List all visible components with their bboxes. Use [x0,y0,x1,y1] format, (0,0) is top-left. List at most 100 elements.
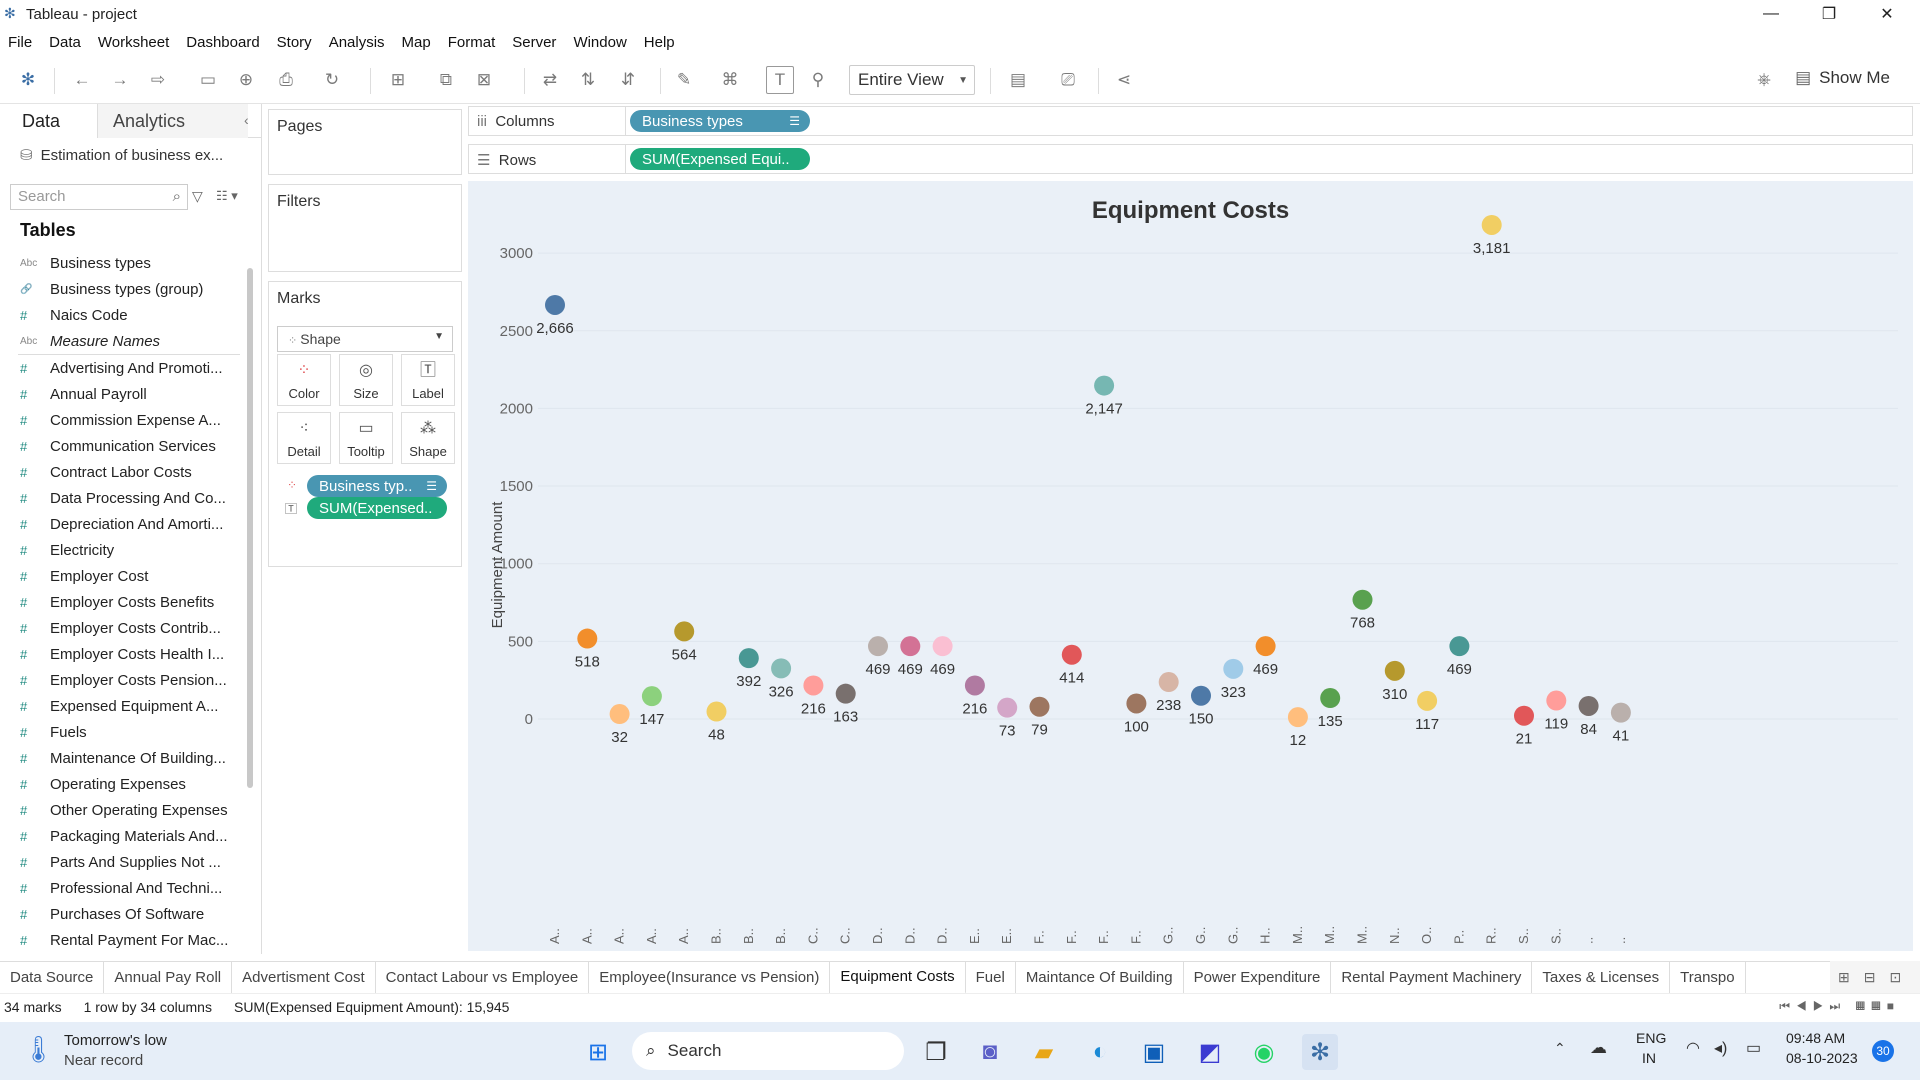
whatsapp-icon[interactable]: ◉ [1253,1038,1275,1066]
data-point[interactable] [932,636,953,657]
store-icon[interactable]: ▣ [1142,1038,1166,1066]
data-point[interactable] [1094,375,1115,396]
file-explorer-icon[interactable]: ▰ [1034,1038,1054,1066]
data-point[interactable] [1384,660,1405,681]
field-item[interactable]: # Employer Cost [20,567,149,585]
field-item[interactable]: # Parts And Supplies Not ... [20,853,221,871]
field-item[interactable]: # Rental Payment For Mac... [20,931,229,949]
data-point[interactable] [674,621,695,642]
columns-pill[interactable]: Business types ☰ [630,110,810,132]
sheet-tab[interactable]: Taxes & Licenses [1532,961,1671,994]
data-point[interactable] [1417,690,1438,711]
menu-analysis[interactable]: Analysis [328,33,385,51]
filter-icon[interactable]: ▽ [192,188,203,204]
field-item[interactable]: # Communication Services [20,437,216,455]
sheet-tab[interactable]: Employee(Insurance vs Pension) [589,961,831,994]
sheet-tab[interactable]: Maintance Of Building [1016,961,1184,994]
menu-help[interactable]: Help [643,33,675,51]
label-button[interactable]: 🅃 Label [401,354,455,406]
group-icon[interactable]: ⌘ [721,70,739,89]
new-story-icon[interactable]: ⊡ [1889,968,1902,985]
field-item[interactable]: 🔗 Business types (group) [20,280,204,298]
data-point[interactable] [868,636,888,657]
data-point[interactable] [1449,636,1470,657]
tooltip-button[interactable]: ▭ Tooltip [339,412,393,464]
sheet-tab[interactable]: Equipment Costs [830,961,966,994]
color-button[interactable]: ⁘ Color [277,354,331,406]
weather-icon[interactable]: 🌡 [22,1034,56,1064]
tableau-logo-icon[interactable]: ✻ [20,70,36,89]
data-point[interactable] [1029,696,1050,717]
save-icon[interactable]: ▭ [199,70,217,89]
teams-icon[interactable]: ◙ [982,1038,998,1065]
menu-window[interactable]: Window [573,33,627,51]
data-point[interactable] [1514,705,1534,726]
data-point[interactable] [1481,214,1502,235]
undo-icon[interactable]: ← [73,70,91,89]
detail-button[interactable]: ⁖ Detail [277,412,331,464]
rows-pill[interactable]: SUM(Expensed Equi.. [630,148,810,170]
data-point[interactable] [1191,685,1211,706]
chevron-up-icon[interactable]: ⌃ [1554,1040,1566,1056]
sheet-tab[interactable]: Advertisment Cost [232,961,376,994]
battery-icon[interactable]: ▭ [1746,1040,1762,1057]
new-datasource-icon[interactable]: ⊕ [238,70,254,89]
size-button[interactable]: ◎ Size [339,354,393,406]
sheet-tab[interactable]: Contact Labour vs Employee [376,961,590,994]
data-point[interactable] [1255,636,1276,657]
show-me-button[interactable]: ▤ Show Me [1795,68,1890,88]
sheet-tab[interactable]: Fuel [966,961,1016,994]
data-point[interactable] [900,636,921,657]
data-point[interactable] [577,628,598,649]
data-point[interactable] [835,683,856,704]
language-line1[interactable]: ENG [1636,1030,1667,1046]
mark-type-select[interactable]: ⁘ Shape ▼ [277,326,453,352]
clear-sheet-icon[interactable]: ⊠ [476,70,492,89]
field-item[interactable]: # Operating Expenses [20,775,186,793]
highlighter-icon[interactable]: ⎈ [1757,70,1771,89]
datasource-item[interactable]: ⛁ Estimation of business ex... [20,146,223,165]
data-point[interactable] [1223,658,1244,679]
search-input[interactable]: Search ⌕ [10,184,188,210]
data-point[interactable] [771,658,792,679]
notification-badge[interactable]: 30 [1872,1040,1894,1062]
replay-icon[interactable]: ⇨ [150,70,166,89]
data-point[interactable] [1158,672,1179,693]
field-list-scrollbar[interactable] [247,268,253,788]
shape-button[interactable]: ⁂ Shape [401,412,455,464]
field-item[interactable]: # Packaging Materials And... [20,827,228,845]
field-item[interactable]: # Annual Payroll [20,385,147,403]
data-point[interactable] [1061,644,1082,665]
duplicate-icon[interactable]: ⧉ [439,70,453,89]
refresh-icon[interactable]: ↻ [324,70,340,89]
menu-worksheet[interactable]: Worksheet [97,33,170,51]
label-pill[interactable]: SUM(Expensed.. [307,497,447,519]
field-item[interactable]: # Purchases Of Software [20,905,205,923]
close-button[interactable]: ✕ [1880,6,1894,23]
sheet-navigation-icons[interactable]: ⏮◀▶⏭ ▦▦■ [1779,999,1900,1013]
menu-data[interactable]: Data [49,33,81,51]
field-item[interactable]: # Employer Costs Health I... [20,645,225,663]
data-point[interactable] [1320,688,1341,709]
minimize-button[interactable]: — [1763,5,1779,22]
data-point[interactable] [738,648,759,669]
pages-card[interactable]: Pages [268,109,462,175]
scatter-chart[interactable]: 0 500 1000 1500 2000 2500 3000 Equipment Amount… [468,181,1913,951]
tableau-taskbar-icon[interactable]: ✻ [1302,1034,1338,1070]
volume-icon[interactable]: ◂) [1714,1040,1728,1057]
presentation-mode-icon[interactable]: ⎚ [1061,70,1075,89]
field-item[interactable]: # Depreciation And Amorti... [20,515,224,533]
filters-card[interactable]: Filters [268,184,462,272]
pause-updates-icon[interactable]: ⎙ [279,70,293,89]
menu-story[interactable]: Story [276,33,312,51]
data-point[interactable] [1578,695,1599,716]
field-item[interactable]: # Electricity [20,541,115,559]
data-point[interactable] [803,675,824,696]
new-worksheet-icon[interactable]: ⊞ [1838,968,1850,985]
show-cards-icon[interactable]: ▤ [1009,70,1027,89]
data-point[interactable] [1546,690,1567,711]
data-point[interactable] [1126,693,1147,714]
tab-data[interactable]: Data [0,104,98,138]
sheet-tab[interactable]: Annual Pay Roll [104,961,233,994]
field-item[interactable]: Abc Measure Names [20,332,161,350]
